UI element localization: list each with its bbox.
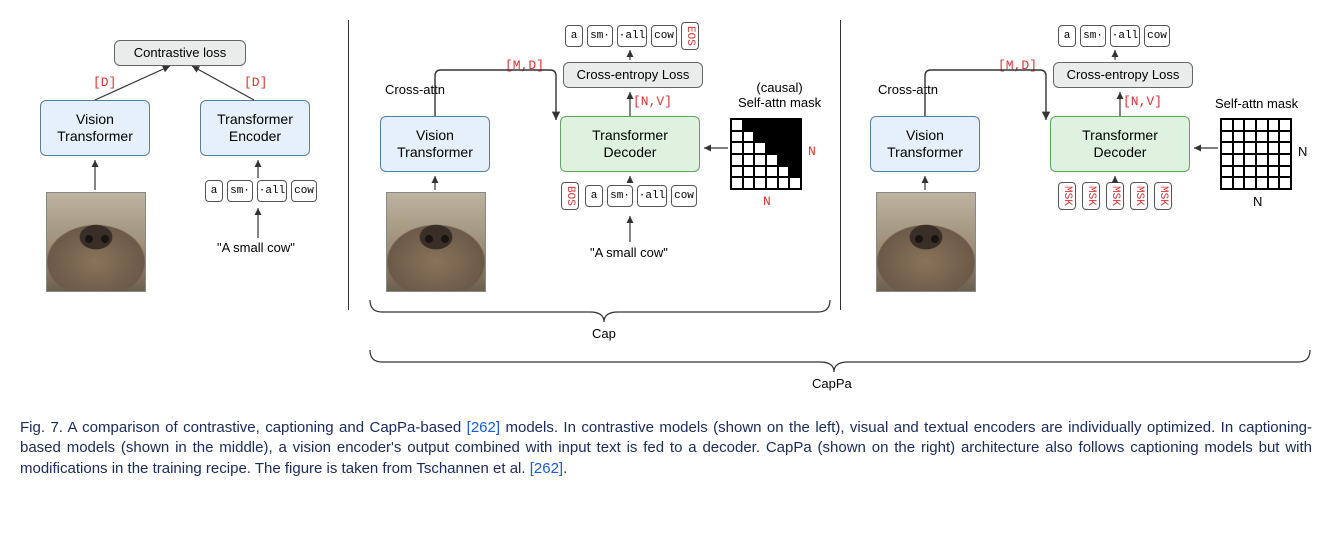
vision-transformer-mid-label: Vision Transformer — [397, 127, 473, 162]
mask-n-right-mid: N — [808, 144, 816, 159]
token-cow-left: cow — [291, 180, 317, 202]
token-msk0: MSK — [1058, 182, 1076, 210]
md-label-mid: [M,D] — [505, 58, 544, 73]
nv-label-mid: [N,V] — [633, 94, 672, 109]
ce-loss-right: Cross-entropy Loss — [1053, 62, 1193, 88]
token-sm-top-mid: sm· — [587, 25, 613, 47]
cow-image-right — [876, 192, 976, 292]
vision-transformer-right: Vision Transformer — [870, 116, 980, 172]
transformer-encoder-label: Transformer Encoder — [217, 111, 293, 146]
token-msk4: MSK — [1154, 182, 1172, 210]
mask-label-right: Self-attn mask — [1215, 96, 1298, 111]
token-cow-top-mid: cow — [651, 25, 677, 47]
caption-cite-1: [262] — [467, 419, 500, 436]
caption-text-3: . — [563, 460, 567, 477]
token-all-top-mid: ·all — [617, 25, 647, 47]
transformer-decoder-mid: Transformer Decoder — [560, 116, 700, 172]
token-a-top-right: a — [1058, 25, 1076, 47]
caption-fig-label: Fig. 7. — [20, 419, 63, 436]
cross-attn-right: Cross-attn — [878, 82, 938, 97]
mask-label-mid: (causal) Self-attn mask — [738, 80, 821, 110]
nv-label-right: [N,V] — [1123, 94, 1162, 109]
figure-diagram: Contrastive loss [D] [D] Vision Transfor… — [20, 20, 1312, 400]
token-eos-mid: EOS — [681, 22, 699, 50]
token-msk2: MSK — [1106, 182, 1124, 210]
full-mask-grid — [1220, 118, 1292, 190]
caption-cite-2: [262] — [530, 460, 563, 477]
vision-transformer-right-label: Vision Transformer — [887, 127, 963, 162]
token-bos-mid: BOS — [561, 182, 579, 210]
causal-mask-grid — [730, 118, 802, 190]
vision-transformer-mid: Vision Transformer — [380, 116, 490, 172]
cross-attn-mid: Cross-attn — [385, 82, 445, 97]
token-cow-top-right: cow — [1144, 25, 1170, 47]
mask-n-bot-mid: N — [763, 194, 771, 209]
input-text-left: "A small cow" — [217, 240, 295, 255]
token-msk1: MSK — [1082, 182, 1100, 210]
cap-label: Cap — [592, 326, 616, 341]
token-a-top-mid: a — [565, 25, 583, 47]
cow-image-left — [46, 192, 146, 292]
token-a-left: a — [205, 180, 223, 202]
vision-transformer-left-label: Vision Transformer — [57, 111, 133, 146]
ce-loss-right-label: Cross-entropy Loss — [1067, 67, 1180, 83]
transformer-encoder: Transformer Encoder — [200, 100, 310, 156]
token-sm-left: sm· — [227, 180, 253, 202]
caption-text-1: A comparison of contrastive, captioning … — [63, 419, 467, 436]
transformer-decoder-right-label: Transformer Decoder — [1082, 127, 1158, 162]
token-a-bot-mid: a — [585, 185, 603, 207]
input-text-mid: "A small cow" — [590, 245, 668, 260]
vision-transformer-left: Vision Transformer — [40, 100, 150, 156]
token-sm-top-right: sm· — [1080, 25, 1106, 47]
md-label-right: [M,D] — [998, 58, 1037, 73]
divider-1 — [348, 20, 349, 310]
token-all-bot-mid: ·all — [637, 185, 667, 207]
ce-loss-mid: Cross-entropy Loss — [563, 62, 703, 88]
token-all-left: ·all — [257, 180, 287, 202]
mask-n-bot-r: N — [1253, 194, 1262, 209]
divider-2 — [840, 20, 841, 310]
ce-loss-mid-label: Cross-entropy Loss — [577, 67, 690, 83]
transformer-decoder-mid-label: Transformer Decoder — [592, 127, 668, 162]
token-all-top-right: ·all — [1110, 25, 1140, 47]
token-msk3: MSK — [1130, 182, 1148, 210]
dim-d-right: [D] — [244, 75, 267, 90]
transformer-decoder-right: Transformer Decoder — [1050, 116, 1190, 172]
figure-caption: Fig. 7. A comparison of contrastive, cap… — [20, 418, 1312, 479]
cappa-label: CapPa — [812, 376, 852, 391]
token-cow-bot-mid: cow — [671, 185, 697, 207]
contrastive-loss-label: Contrastive loss — [134, 45, 226, 61]
dim-d-left: [D] — [93, 75, 116, 90]
cow-image-mid — [386, 192, 486, 292]
contrastive-loss-box: Contrastive loss — [114, 40, 246, 66]
mask-n-right-r: N — [1298, 144, 1307, 159]
token-sm-bot-mid: sm· — [607, 185, 633, 207]
